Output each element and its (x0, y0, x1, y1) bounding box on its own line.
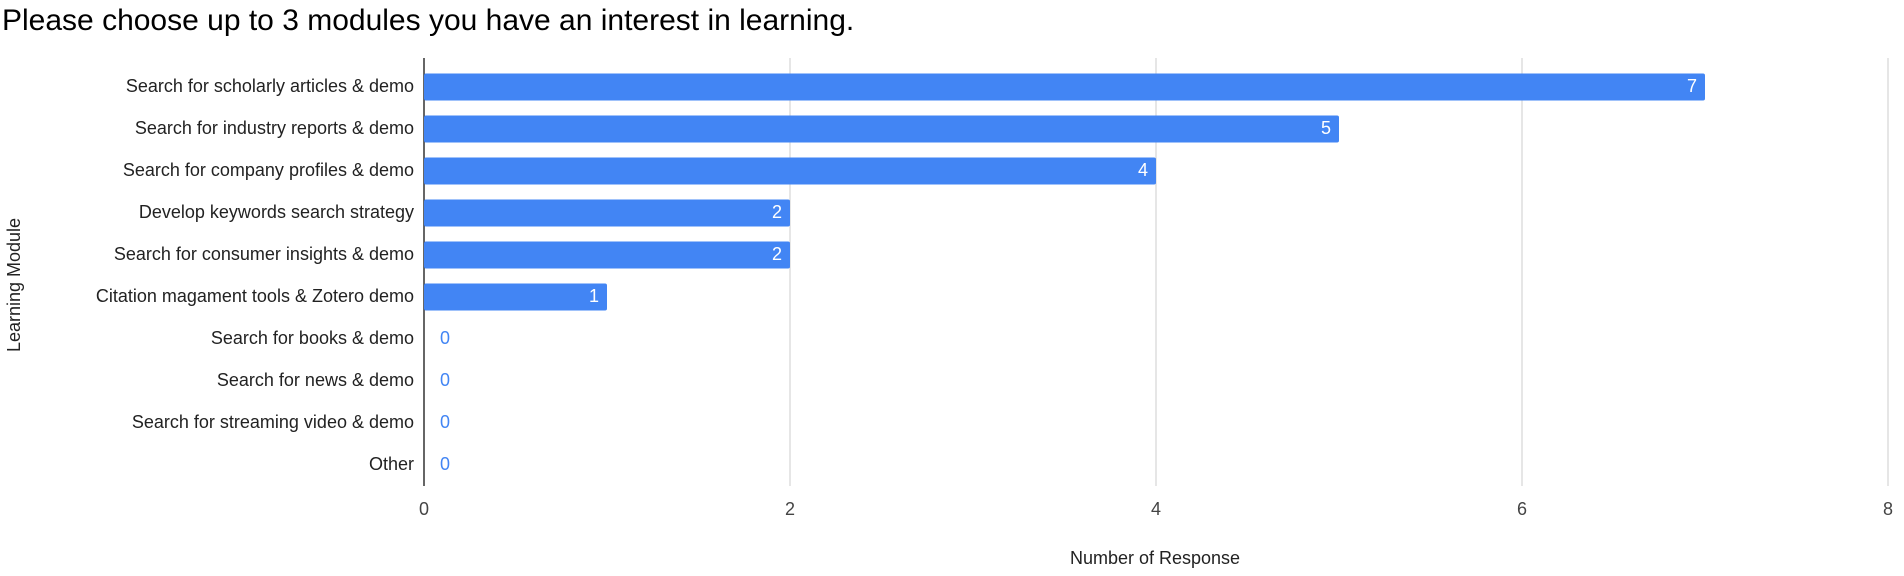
bar (424, 115, 1339, 143)
data-label: 0 (440, 454, 450, 474)
x-axis-title: Number of Response (1070, 548, 1240, 568)
data-label: 1 (589, 286, 599, 306)
x-tick-label: 6 (1517, 499, 1527, 519)
y-tick-label: Search for consumer insights & demo (114, 244, 414, 264)
x-tick-label: 8 (1883, 499, 1893, 519)
bar (424, 283, 607, 311)
data-label: 0 (440, 412, 450, 432)
data-label: 7 (1687, 76, 1697, 96)
x-tick-label: 2 (785, 499, 795, 519)
y-tick-label: Search for news & demo (217, 370, 414, 390)
y-tick-label: Develop keywords search strategy (139, 202, 414, 222)
data-label: 5 (1321, 118, 1331, 138)
bar (424, 73, 1705, 101)
chart-title: Please choose up to 3 modules you have a… (2, 4, 854, 37)
bar (424, 157, 1156, 185)
x-tick-label: 0 (419, 499, 429, 519)
x-tick-label: 4 (1151, 499, 1161, 519)
y-tick-label: Other (369, 454, 414, 474)
data-label: 2 (772, 244, 782, 264)
y-tick-label: Search for streaming video & demo (132, 412, 414, 432)
y-tick-label: Search for scholarly articles & demo (126, 76, 414, 96)
y-tick-label: Citation magament tools & Zotero demo (96, 286, 414, 306)
bar (424, 241, 790, 269)
data-label: 2 (772, 202, 782, 222)
data-label: 4 (1138, 160, 1148, 180)
bar (424, 199, 790, 227)
data-label: 0 (440, 328, 450, 348)
y-tick-label: Search for books & demo (211, 328, 414, 348)
y-tick-label: Search for industry reports & demo (135, 118, 414, 138)
y-axis-title: Learning Module (4, 218, 24, 352)
y-tick-label: Search for company profiles & demo (123, 160, 414, 180)
data-label: 0 (440, 370, 450, 390)
